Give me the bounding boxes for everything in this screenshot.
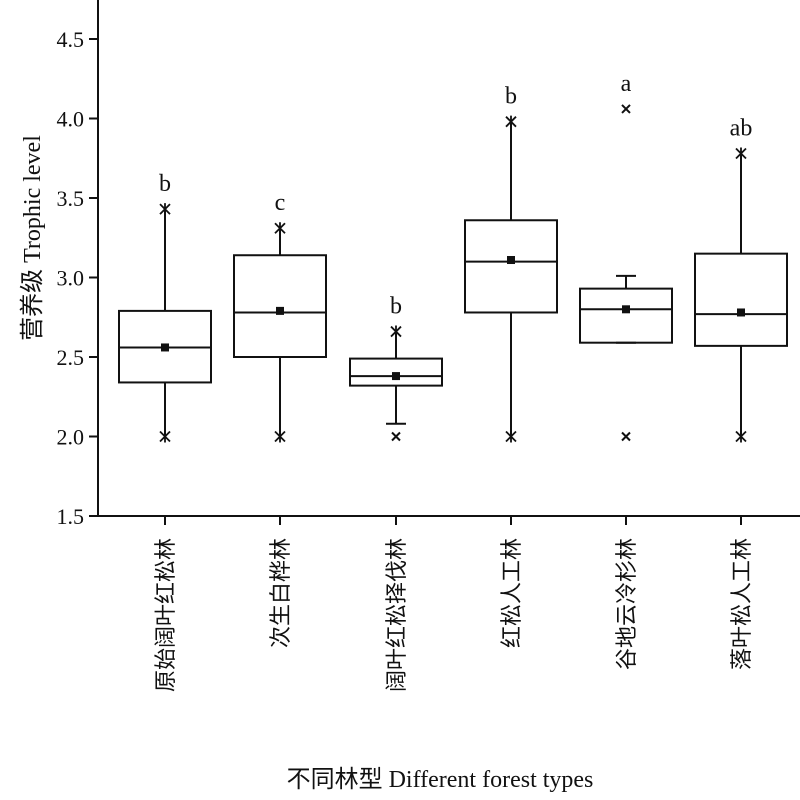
outlier-marker	[391, 431, 401, 442]
x-category-label: 谷地云冷杉林	[614, 538, 639, 670]
mean-marker	[507, 256, 515, 265]
plot-area: 1.5 2.0 2.5 3.0 3.5 4.0 4.5 原始阔叶红松林 次生白桦林 阔叶红松择伐林…	[57, 0, 800, 692]
min-marker	[159, 430, 171, 443]
iqr-box	[349, 357, 443, 387]
significance-label: a	[621, 71, 632, 97]
max-marker	[735, 147, 747, 160]
max-marker	[159, 203, 171, 216]
significance-label: c	[275, 190, 286, 216]
significance-label: b	[505, 84, 517, 110]
iqr-box	[579, 287, 673, 344]
y-tick-label: 3.5	[57, 186, 85, 211]
x-category-label: 次生白桦林	[268, 538, 293, 648]
iqr-box	[464, 219, 558, 314]
iqr-box	[694, 252, 788, 347]
max-marker	[505, 115, 517, 128]
outlier-marker	[621, 431, 631, 442]
min-marker	[505, 430, 517, 443]
mean-marker	[737, 308, 745, 317]
x-category-label: 阔叶红松择伐林	[384, 538, 409, 692]
x-category-label: 原始阔叶红松林	[153, 538, 178, 692]
mean-marker	[392, 372, 400, 381]
max-marker	[390, 325, 402, 338]
y-tick-label: 2.0	[57, 425, 85, 450]
x-axis-title: 不同林型 Different forest types	[287, 766, 594, 793]
min-marker	[735, 430, 747, 443]
y-tick-label: 1.5	[57, 504, 85, 529]
max-marker	[274, 222, 286, 235]
x-category-label: 落叶松人工林	[729, 538, 754, 670]
y-axis-title: 营养级 Trophic level	[19, 135, 46, 341]
significance-label: b	[390, 294, 402, 320]
iqr-box	[233, 254, 327, 359]
outlier-marker	[621, 104, 631, 114]
mean-marker	[276, 306, 284, 315]
significance-label: ab	[730, 115, 753, 141]
significance-label: b	[159, 171, 171, 197]
y-tick-label: 4.5	[57, 27, 85, 52]
y-tick-label: 2.5	[57, 345, 85, 370]
y-tick-label: 4.0	[57, 107, 85, 132]
y-tick-label: 3.0	[57, 266, 85, 291]
mean-marker	[161, 343, 169, 352]
x-category-label: 红松人工林	[499, 538, 524, 648]
mean-marker	[622, 305, 630, 314]
min-marker	[274, 430, 286, 443]
